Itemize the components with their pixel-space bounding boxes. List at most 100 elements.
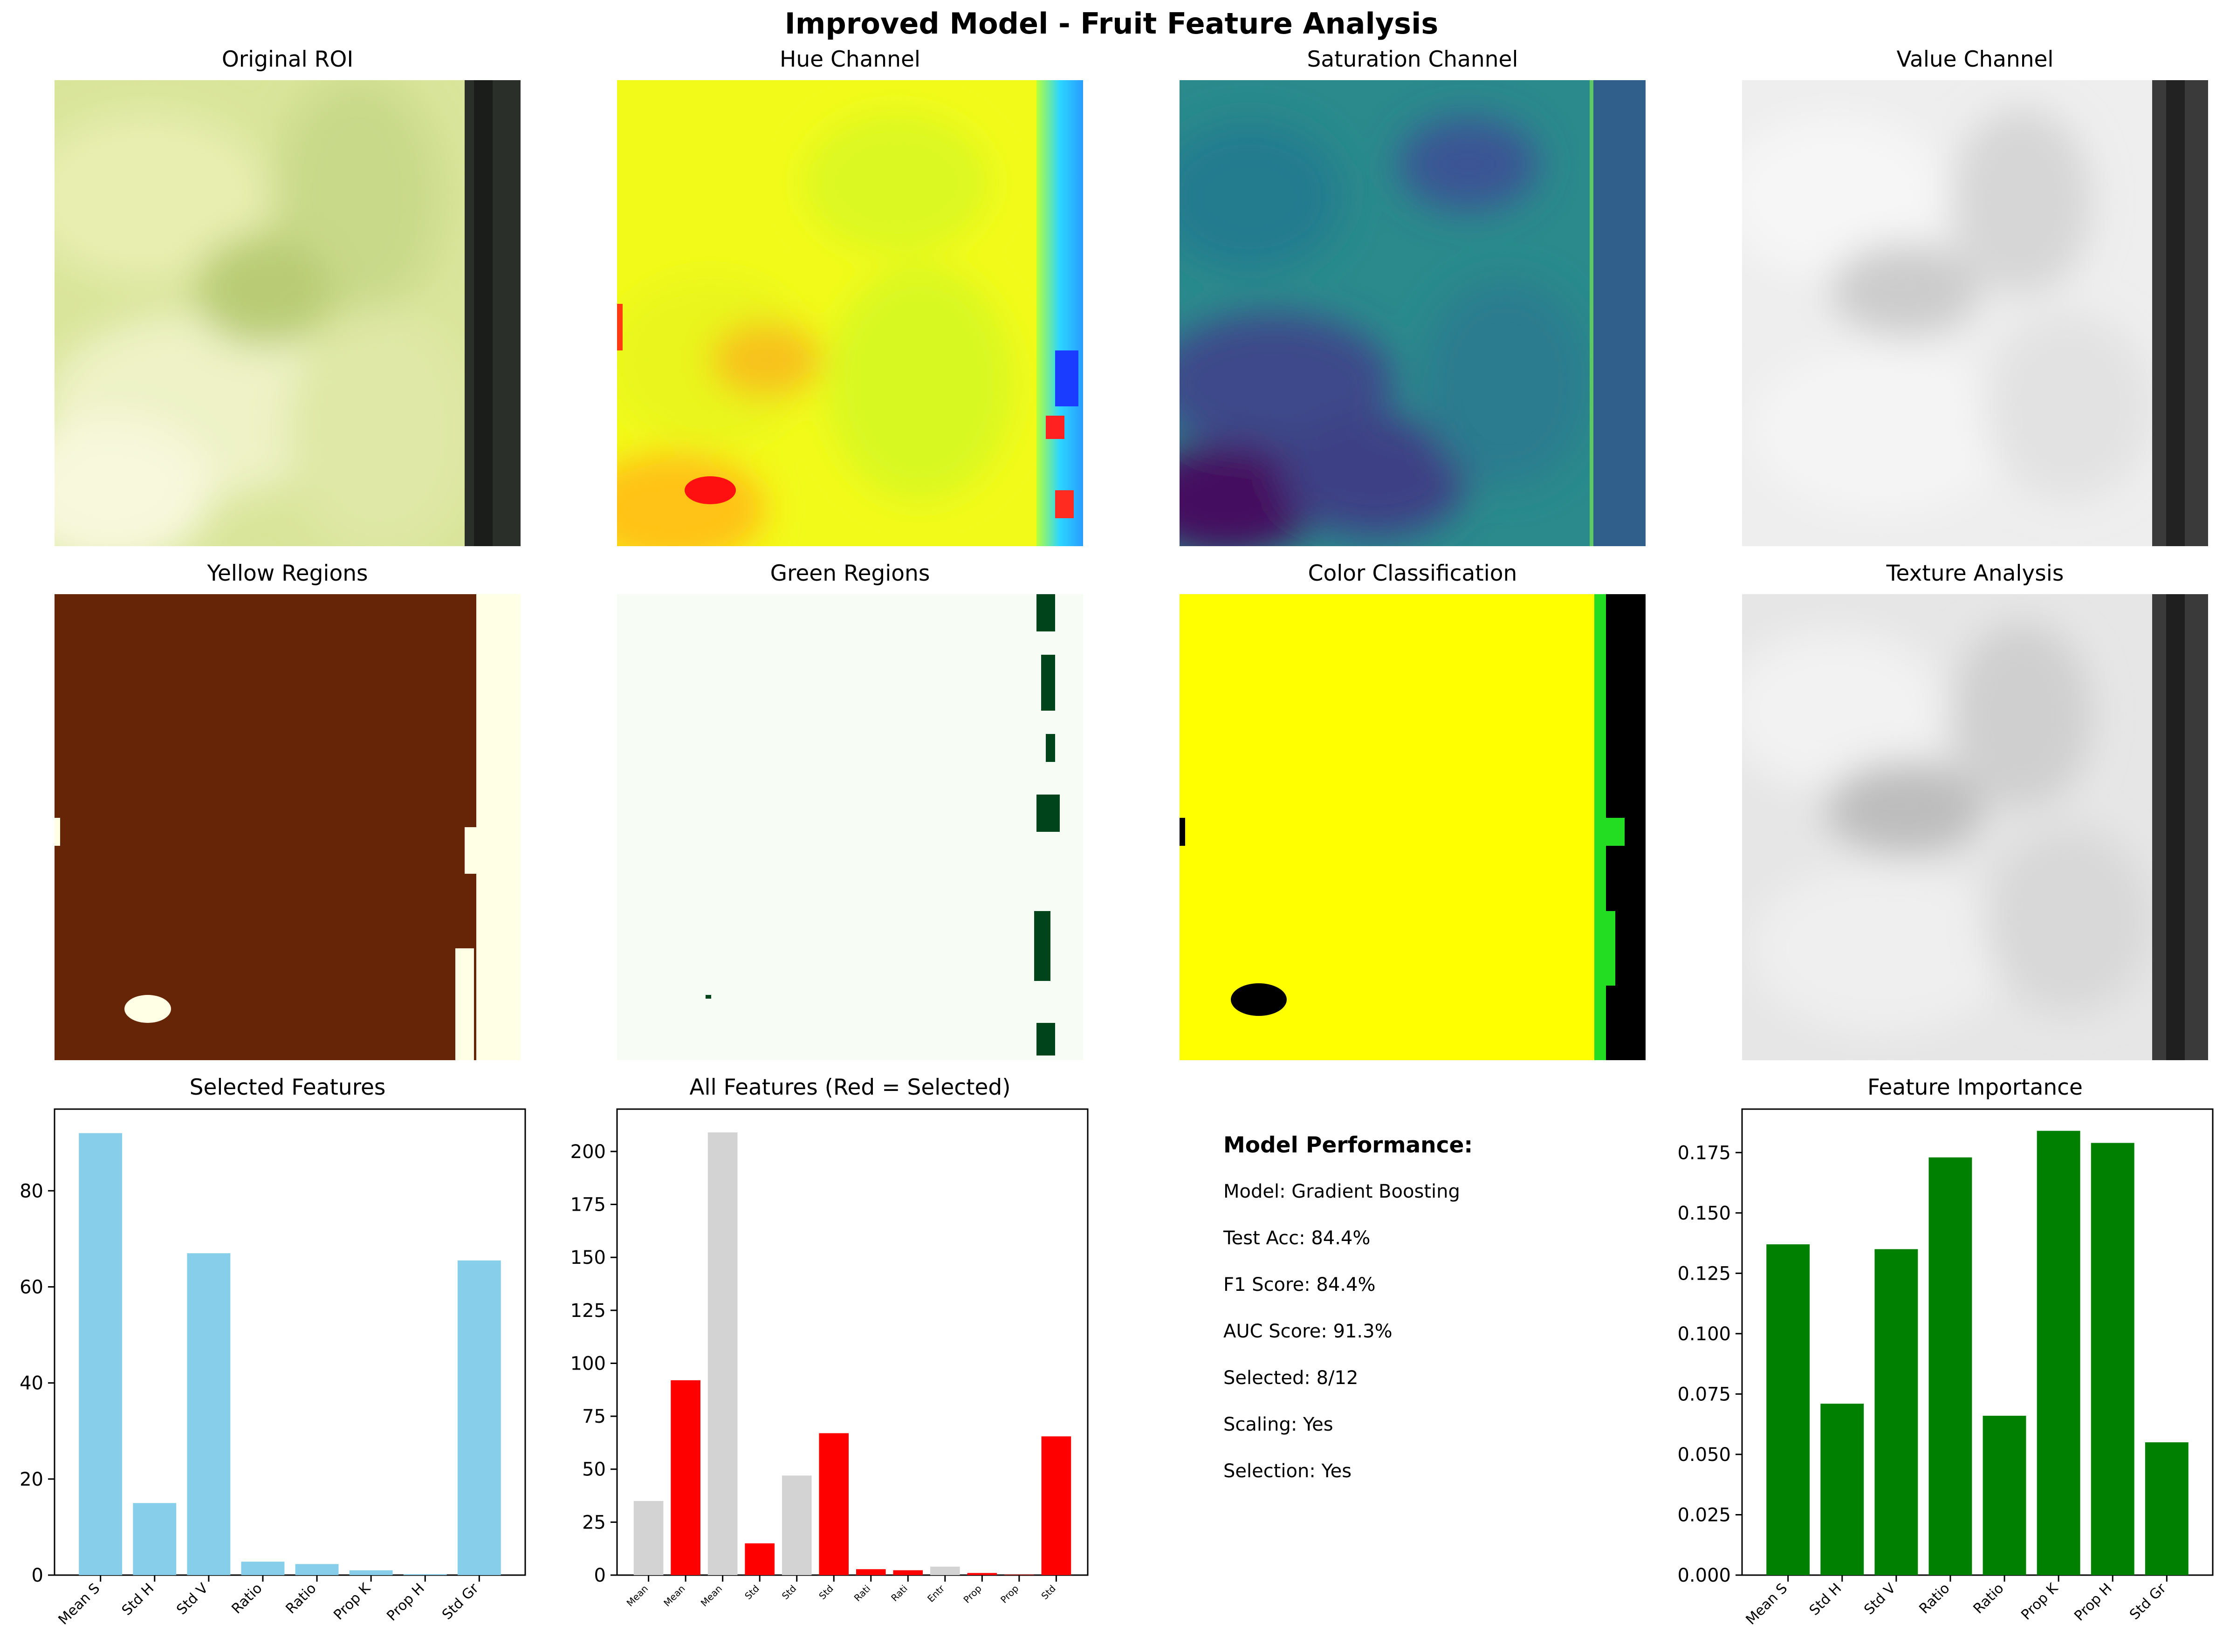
value-channel-image [1742,80,2208,546]
axes-frame [616,1108,1089,1576]
x-tick-label: Std [816,1583,835,1602]
x-tick-label: Mean [624,1583,651,1609]
y-tick-label: 0 [32,1565,43,1586]
y-tick-label: 75 [582,1406,606,1427]
y-tick-label: 0.050 [1677,1444,1731,1466]
y-tick-label: 80 [20,1180,43,1202]
x-tick-label: Entr [925,1583,947,1604]
panel-title-yellow: Yellow Regions [207,561,368,586]
bar [671,1380,700,1575]
performance-scaling: Scaling: Yes [1223,1414,1333,1435]
bar [187,1253,231,1575]
bar [745,1543,775,1575]
y-tick-label: 125 [570,1300,606,1322]
x-tick-label: Std H [1806,1580,1845,1619]
performance-model: Model: Gradient Boosting [1223,1181,1460,1202]
axes-frame [1741,1108,2214,1576]
bar [967,1573,997,1575]
y-tick-label: 60 [20,1276,43,1298]
panel-title-saturation: Saturation Channel [1307,47,1518,72]
x-tick-label: Mean [699,1583,725,1609]
green-regions-image [617,594,1083,1060]
chart-title-importance: Feature Importance [1867,1075,2083,1100]
x-tick-label: Rati [889,1583,910,1604]
panel-title-classification: Color Classification [1308,561,1517,586]
y-tick-label: 20 [20,1469,43,1490]
y-tick-label: 0.150 [1677,1203,1731,1224]
color-classification-image [1180,594,1646,1060]
panel-title-value: Value Channel [1896,47,2054,72]
bar [403,1574,447,1575]
bar [1874,1249,1918,1575]
performance-selected: Selected: 8/12 [1223,1367,1358,1389]
x-tick-label: Ratio [282,1580,319,1617]
performance-f1: F1 Score: 84.4% [1223,1274,1376,1296]
bar [79,1133,123,1575]
x-tick-label: Ratio [228,1580,265,1617]
x-tick-label: Prop K [330,1580,374,1623]
x-tick-label: Prop H [2071,1580,2115,1625]
bar [782,1475,812,1575]
y-tick-label: 0.125 [1677,1263,1731,1284]
performance-heading: Model Performance: [1223,1132,1473,1158]
y-tick-label: 200 [570,1141,606,1163]
x-tick-label: Mean S [55,1580,103,1628]
bar [633,1501,664,1575]
y-tick-label: 40 [20,1373,43,1394]
x-tick-label: Ratio [1970,1580,2007,1617]
x-tick-label: Prop H [384,1580,428,1625]
y-tick-label: 100 [570,1353,606,1374]
x-tick-label: Std [742,1583,761,1602]
bar [1041,1436,1071,1575]
x-tick-label: Std [1039,1583,1057,1602]
x-tick-label: Rati [852,1583,873,1604]
x-tick-label: Std Gr [2127,1580,2169,1623]
x-tick-label: Mean S [1743,1580,1791,1628]
panel-title-hue: Hue Channel [780,47,920,72]
bar [349,1570,393,1575]
bar [2091,1143,2134,1575]
y-tick-label: 25 [582,1512,606,1533]
bar [1983,1416,2026,1575]
bar [295,1564,339,1575]
hue-channel-image [617,80,1083,546]
bar [893,1570,923,1575]
panel-title-original: Original ROI [221,47,354,72]
x-tick-label: Prop [961,1583,983,1605]
y-tick-label: 50 [582,1459,606,1481]
texture-analysis-image [1742,594,2208,1060]
x-tick-label: Ratio [1916,1580,1953,1617]
y-tick-label: 0.175 [1677,1142,1731,1164]
panel-title-green: Green Regions [770,561,930,586]
bar [2145,1442,2189,1575]
bar [133,1503,177,1575]
x-tick-label: Std Gr [439,1580,482,1623]
y-tick-label: 0.000 [1677,1565,1731,1586]
x-tick-label: Prop [998,1583,1021,1605]
x-tick-label: Std [780,1583,798,1602]
saturation-channel-image [1180,80,1646,546]
model-performance-panel: Model Performance: Model: Gradient Boost… [1223,1132,1473,1508]
bar [1766,1244,1810,1575]
bar [1928,1157,1972,1575]
bar [707,1132,738,1575]
x-tick-label: Std H [119,1580,158,1619]
y-tick-label: 0.100 [1677,1323,1731,1345]
bar [457,1260,501,1575]
bar [1820,1404,1864,1575]
performance-selection: Selection: Yes [1223,1460,1352,1482]
figure-title: Improved Model - Fruit Feature Analysis [784,7,1439,41]
x-tick-label: Mean [661,1583,687,1609]
x-tick-label: Std V [173,1580,212,1618]
bar [819,1433,849,1575]
chart-title-all: All Features (Red = Selected) [689,1075,1011,1100]
chart-title-selected: Selected Features [189,1075,386,1100]
y-tick-label: 175 [570,1194,606,1216]
original-roi-image [55,80,521,546]
y-tick-label: 0.025 [1677,1504,1731,1526]
bar [856,1569,886,1575]
y-tick-label: 0 [594,1565,606,1586]
yellow-regions-image [55,594,521,1060]
axes-frame [54,1108,526,1576]
performance-test-acc: Test Acc: 84.4% [1223,1227,1371,1249]
